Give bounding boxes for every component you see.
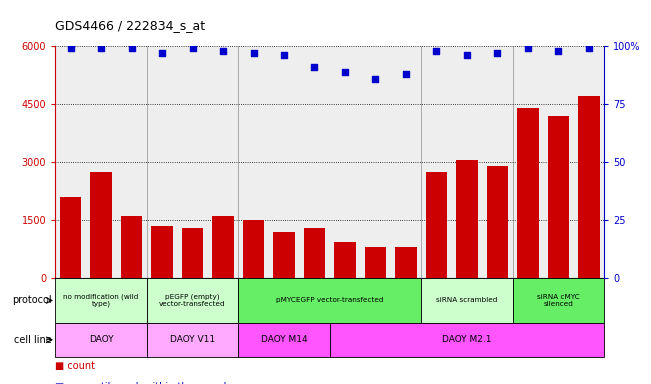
Text: pMYCEGFP vector-transfected: pMYCEGFP vector-transfected (276, 298, 383, 303)
Bar (182, 228, 203, 278)
Point (431, 48, 441, 54)
Text: ■ percentile rank within the sample: ■ percentile rank within the sample (55, 382, 232, 384)
Text: DAOY: DAOY (89, 335, 113, 344)
Text: no modification (wild
type): no modification (wild type) (63, 293, 139, 308)
Bar (243, 220, 264, 278)
Bar (147, 323, 238, 357)
Point (584, 45, 594, 51)
Point (309, 64, 320, 70)
Bar (512, 278, 604, 323)
Point (462, 52, 472, 58)
Text: GDS4466 / 222834_s_at: GDS4466 / 222834_s_at (55, 19, 206, 32)
Bar (55, 278, 147, 323)
Bar (395, 247, 417, 278)
Bar (121, 217, 142, 278)
Point (370, 76, 381, 82)
Bar (578, 96, 600, 278)
Bar (238, 323, 329, 357)
Text: siRNA scrambled: siRNA scrambled (436, 298, 497, 303)
Point (553, 48, 564, 54)
Point (492, 50, 503, 56)
Bar (60, 197, 81, 278)
Bar (426, 172, 447, 278)
Bar (365, 247, 386, 278)
Point (523, 45, 533, 51)
Point (340, 69, 350, 75)
Bar (304, 228, 325, 278)
Bar (55, 323, 147, 357)
Text: pEGFP (empty)
vector-transfected: pEGFP (empty) vector-transfected (159, 294, 226, 307)
Point (187, 45, 198, 51)
Text: DAOY M2.1: DAOY M2.1 (442, 335, 492, 344)
Bar (152, 226, 173, 278)
Text: cell line: cell line (14, 335, 52, 345)
Bar (487, 166, 508, 278)
Bar (518, 108, 538, 278)
Text: DAOY V11: DAOY V11 (170, 335, 215, 344)
Bar (90, 172, 112, 278)
Point (96, 45, 106, 51)
Bar (273, 232, 295, 278)
Bar (456, 160, 478, 278)
Bar (329, 323, 604, 357)
Point (279, 52, 289, 58)
Bar (238, 278, 421, 323)
Text: protocol: protocol (12, 295, 52, 306)
Point (157, 50, 167, 56)
Text: DAOY M14: DAOY M14 (260, 335, 307, 344)
Point (401, 71, 411, 77)
Point (126, 45, 137, 51)
Bar (212, 217, 234, 278)
Text: ■ count: ■ count (55, 361, 95, 371)
Point (248, 50, 258, 56)
Text: siRNA cMYC
silenced: siRNA cMYC silenced (537, 294, 580, 307)
Bar (147, 278, 238, 323)
Bar (421, 278, 513, 323)
Bar (547, 116, 569, 278)
Point (218, 48, 229, 54)
Point (65, 45, 76, 51)
Bar (335, 242, 355, 278)
